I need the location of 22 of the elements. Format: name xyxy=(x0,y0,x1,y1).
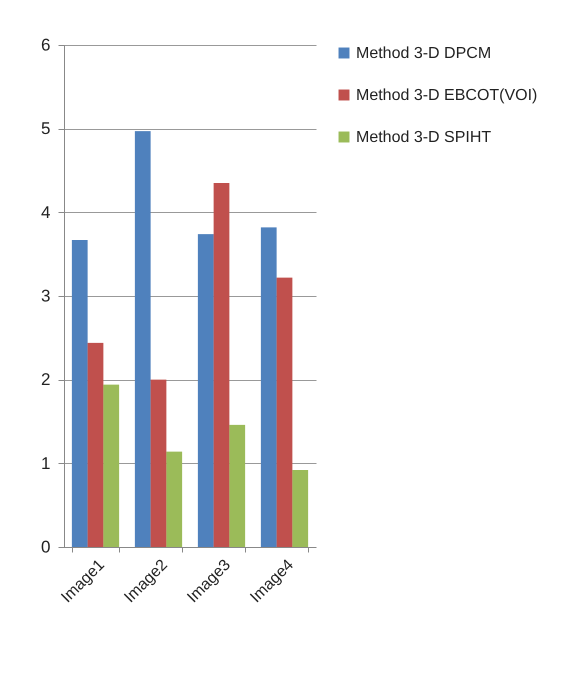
bar xyxy=(103,384,120,547)
bar xyxy=(88,342,104,547)
y-tick-label: 5 xyxy=(41,119,50,138)
bar xyxy=(292,470,308,547)
y-tick-label: 0 xyxy=(41,538,50,556)
bar xyxy=(72,240,88,547)
legend-label: Method 3-D DPCM xyxy=(356,45,492,62)
bar xyxy=(150,380,166,547)
y-tick-label: 4 xyxy=(41,202,50,222)
y-tick-label: 6 xyxy=(41,36,50,54)
y-tick-label: 1 xyxy=(41,454,50,473)
bar xyxy=(260,227,277,547)
bar xyxy=(134,131,151,547)
bar xyxy=(214,183,230,547)
bar xyxy=(229,424,246,547)
bar xyxy=(276,278,292,547)
bar xyxy=(166,452,182,547)
y-tick-label: 3 xyxy=(41,286,50,306)
bar xyxy=(198,234,214,547)
legend-label: Method 3-D EBCOT(VOI) xyxy=(356,87,538,104)
legend-label: Method 3-D SPIHT xyxy=(356,129,492,146)
y-tick-label: 2 xyxy=(41,370,50,390)
